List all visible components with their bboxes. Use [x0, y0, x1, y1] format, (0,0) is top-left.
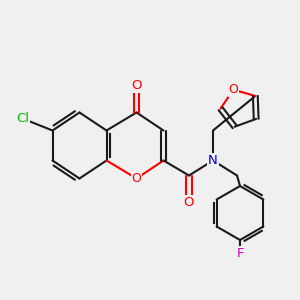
Text: O: O: [131, 79, 142, 92]
Text: O: O: [184, 196, 194, 209]
Text: O: O: [132, 172, 141, 185]
Text: Cl: Cl: [16, 112, 29, 125]
Text: N: N: [208, 154, 218, 167]
Text: F: F: [236, 247, 244, 260]
Text: O: O: [228, 83, 238, 96]
